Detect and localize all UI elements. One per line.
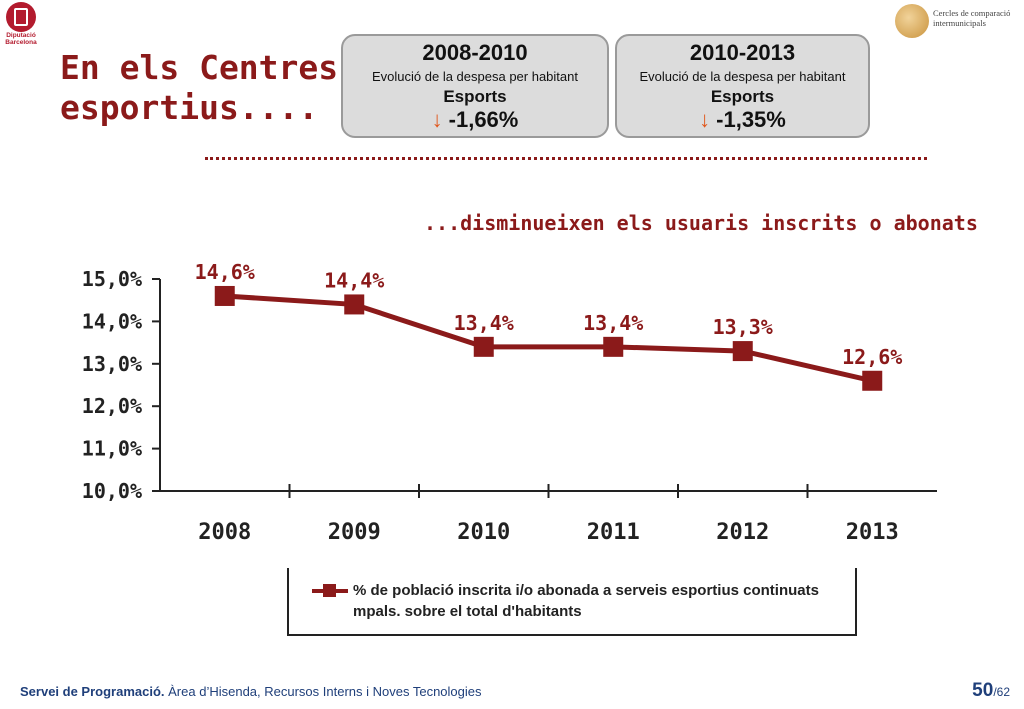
diputacio-logo-text-1: Diputació bbox=[6, 32, 36, 39]
diputacio-logo: Diputació Barcelona bbox=[4, 2, 38, 46]
data-label: 14,6% bbox=[195, 260, 255, 284]
box-description: Evolució de la despesa per habitant bbox=[639, 69, 846, 84]
x-tick-label: 2012 bbox=[716, 520, 769, 545]
info-box-2008-2010: 2008-2010 Evolució de la despesa per hab… bbox=[341, 34, 609, 138]
legend-series-label: % de població inscrita i/o abonada a ser… bbox=[353, 582, 819, 620]
x-tick-label: 2008 bbox=[198, 520, 251, 545]
box-period: 2010-2013 bbox=[689, 40, 796, 65]
box-change: ↓ -1,35% bbox=[617, 107, 868, 133]
box-sector: Esports bbox=[710, 87, 775, 106]
data-point-marker bbox=[603, 336, 624, 357]
info-box-2010-2013: 2010-2013 Evolució de la despesa per hab… bbox=[615, 34, 870, 138]
page-title: En els Centres esportius.... bbox=[60, 48, 339, 127]
cercles-logo-text: Cercles de comparació intermunicipals bbox=[933, 8, 1010, 28]
data-point-marker bbox=[344, 294, 365, 315]
y-tick-label: 11,0% bbox=[82, 437, 142, 461]
legend-square-marker-icon bbox=[323, 584, 336, 597]
chart-title: ...disminueixen els usuaris inscrits o a… bbox=[424, 211, 978, 235]
diputacio-shield-icon bbox=[6, 2, 36, 32]
cercles-logo-line-1: Cercles de comparació bbox=[933, 8, 1011, 18]
data-label: 13,3% bbox=[713, 315, 773, 339]
y-tick-label: 15,0% bbox=[82, 267, 142, 291]
data-point-marker bbox=[732, 341, 753, 362]
box-change-value: -1,66% bbox=[448, 107, 519, 132]
y-tick-label: 13,0% bbox=[82, 352, 142, 376]
data-label: 14,4% bbox=[324, 268, 384, 292]
cercles-logo-line-2: intermunicipals bbox=[933, 18, 986, 28]
footer-department-rest: Àrea d’Hisenda, Recursos Interns i Noves… bbox=[168, 684, 482, 699]
x-tick-label: 2009 bbox=[328, 520, 381, 545]
footer-department-bold: Servei de Programació. bbox=[20, 684, 165, 699]
y-tick-label: 10,0% bbox=[82, 479, 142, 503]
page-current: 50 bbox=[972, 680, 994, 701]
y-tick-label: 14,0% bbox=[82, 309, 142, 333]
data-label: 13,4% bbox=[583, 311, 643, 335]
arrow-down-icon: ↓ bbox=[699, 107, 711, 132]
series-line bbox=[224, 293, 873, 384]
box-sector: Esports bbox=[443, 87, 507, 106]
data-point-marker bbox=[862, 370, 883, 391]
data-label: 12,6% bbox=[842, 345, 902, 369]
chart-legend: % de població inscrita i/o abonada a ser… bbox=[287, 568, 857, 636]
box-change-value: -1,35% bbox=[716, 107, 786, 132]
page-number: 50/62 bbox=[972, 680, 1010, 702]
x-tick-label: 2011 bbox=[587, 520, 640, 545]
data-label: 13,4% bbox=[454, 311, 514, 335]
footer-department: Servei de Programació. Àrea d’Hisenda, R… bbox=[20, 684, 482, 699]
data-point-marker bbox=[214, 285, 235, 306]
page-total: /62 bbox=[993, 685, 1010, 699]
y-tick-label: 12,0% bbox=[82, 394, 142, 418]
arrow-down-icon: ↓ bbox=[431, 107, 443, 132]
box-period: 2008-2010 bbox=[422, 40, 528, 65]
box-description: Evolució de la despesa per habitant bbox=[372, 69, 578, 84]
x-tick-label: 2010 bbox=[457, 520, 510, 545]
data-point-marker bbox=[473, 336, 494, 357]
box-change: ↓ -1,66% bbox=[343, 107, 607, 133]
cercles-logo: Cercles de comparació intermunicipals bbox=[895, 4, 1020, 42]
dotted-divider bbox=[205, 157, 927, 160]
diputacio-logo-text-2: Barcelona bbox=[5, 39, 37, 46]
globe-icon bbox=[895, 4, 929, 38]
x-tick-label: 2013 bbox=[846, 520, 899, 545]
